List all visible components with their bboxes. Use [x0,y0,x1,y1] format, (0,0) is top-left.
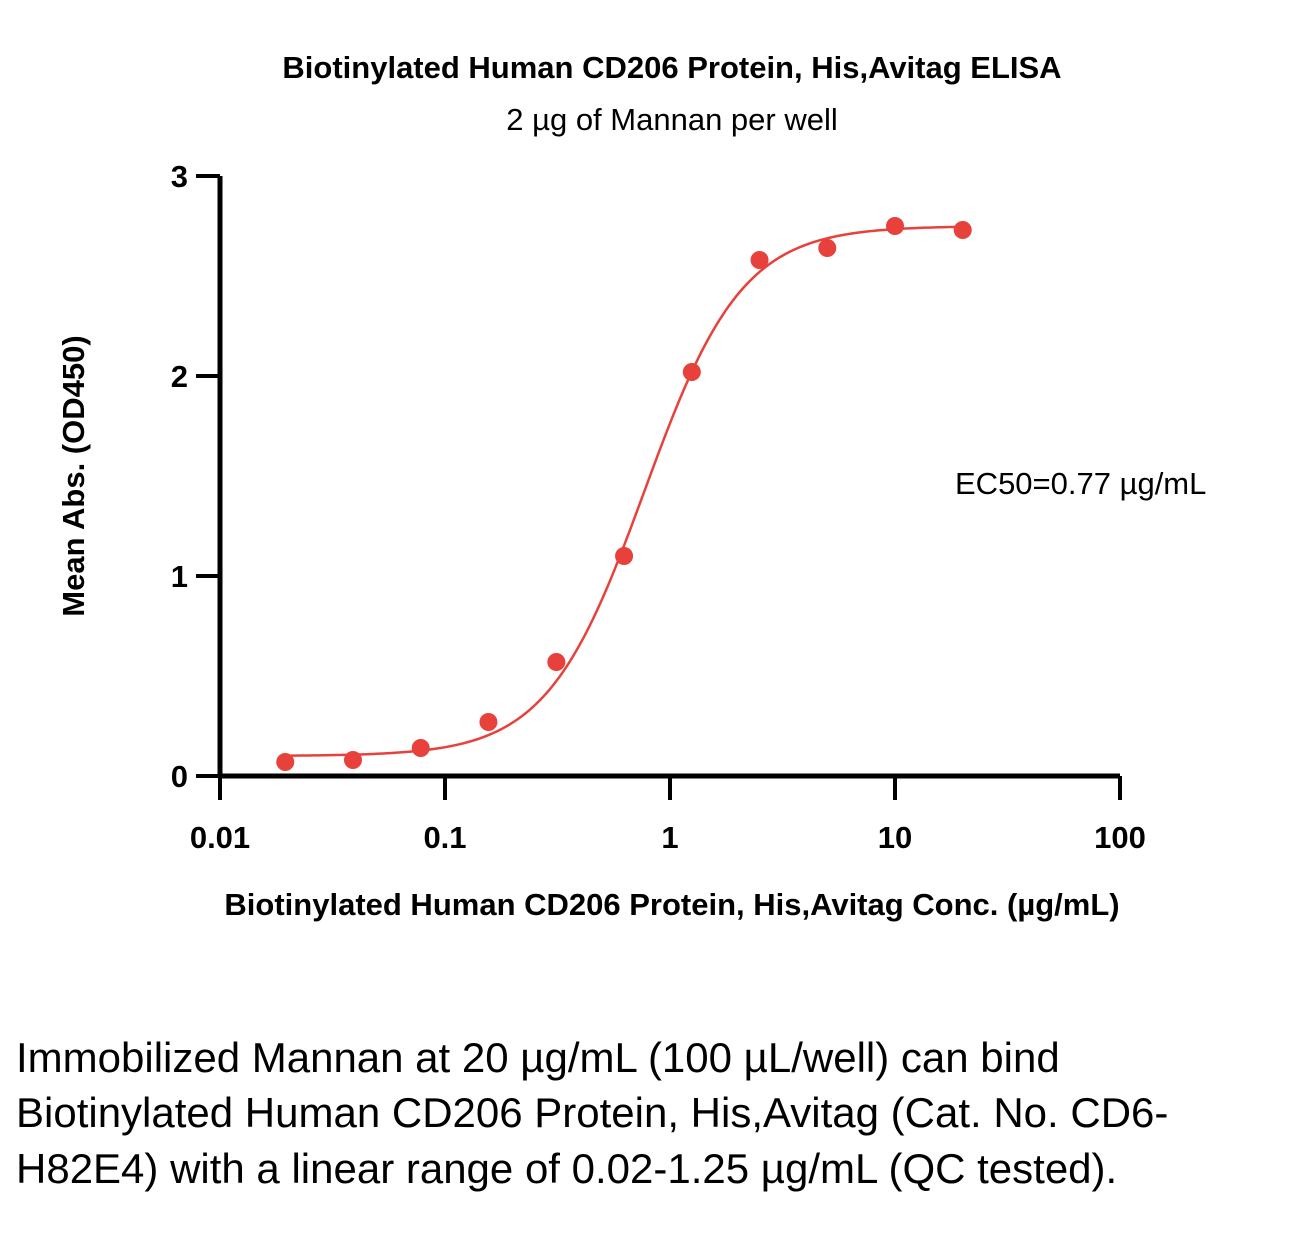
ec50-annotation: EC50=0.77 µg/mL [955,466,1206,501]
chart-subtitle: 2 µg of Mannan per well [506,102,838,137]
chart-title: Biotinylated Human CD206 Protein, His,Av… [282,50,1061,85]
x-axis-label: Biotinylated Human CD206 Protein, His,Av… [224,887,1119,922]
y-axis-label: Mean Abs. (OD450) [56,335,91,616]
elisa-chart: Biotinylated Human CD206 Protein, His,Av… [56,50,1206,922]
data-point [547,653,566,671]
x-tick-label: 0.01 [190,820,250,855]
data-point [818,239,837,257]
data-point [953,221,972,239]
data-point [411,739,430,757]
data-point [886,217,904,235]
x-ticks: 0.01 0.1 1 10 100 [190,776,1146,855]
x-tick-label: 1 [661,820,678,855]
data-point [682,363,701,381]
data-points [276,217,972,771]
y-tick-label: 3 [171,159,188,194]
y-ticks: 0 1 2 3 [171,159,220,794]
x-tick-label: 10 [878,820,912,855]
y-tick-label: 1 [171,559,188,594]
data-point [750,251,769,269]
data-point [343,751,362,769]
data-point [615,547,634,565]
x-tick-label: 100 [1094,820,1146,855]
fit-curve [285,225,963,757]
x-tick-label: 0.1 [423,820,466,855]
y-tick-label: 2 [171,359,188,394]
data-point [479,713,498,731]
data-point [276,753,295,771]
figure-caption: Immobilized Mannan at 20 µg/mL (100 µL/w… [16,1034,1169,1192]
y-tick-label: 0 [171,759,188,794]
